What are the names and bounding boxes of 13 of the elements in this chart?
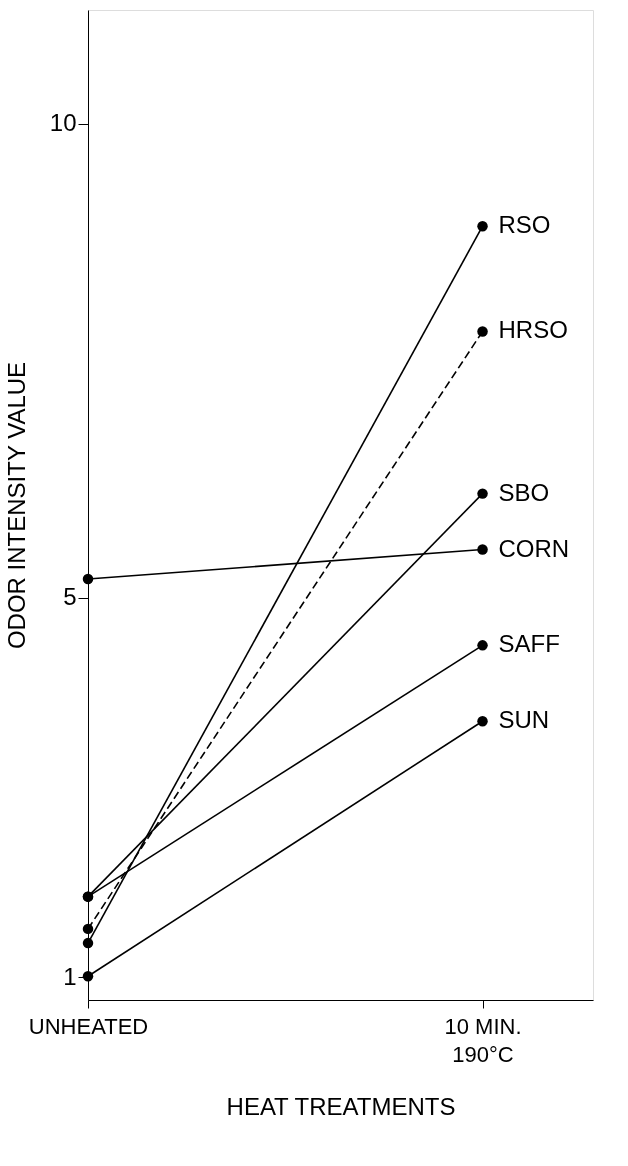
y-axis-title: ODOR INTENSITY VALUE [2,361,30,650]
y-tick-label: 5 [63,583,77,611]
series-label: CORN [498,534,570,562]
x-axis-title: HEAT TREATMENTS [226,1092,456,1120]
series-label: RSO [498,211,551,239]
series-label: SAFF [498,630,560,658]
x-tick-label: UNHEATED [28,1013,149,1039]
y-tick-label: 1 [63,962,77,990]
series-label: SUN [498,706,550,734]
x-tick-label: 10 MIN. 190°C [444,1013,522,1067]
y-tick-label: 10 [49,109,77,137]
series-label: SBO [498,478,550,506]
series-label: HRSO [498,316,568,344]
